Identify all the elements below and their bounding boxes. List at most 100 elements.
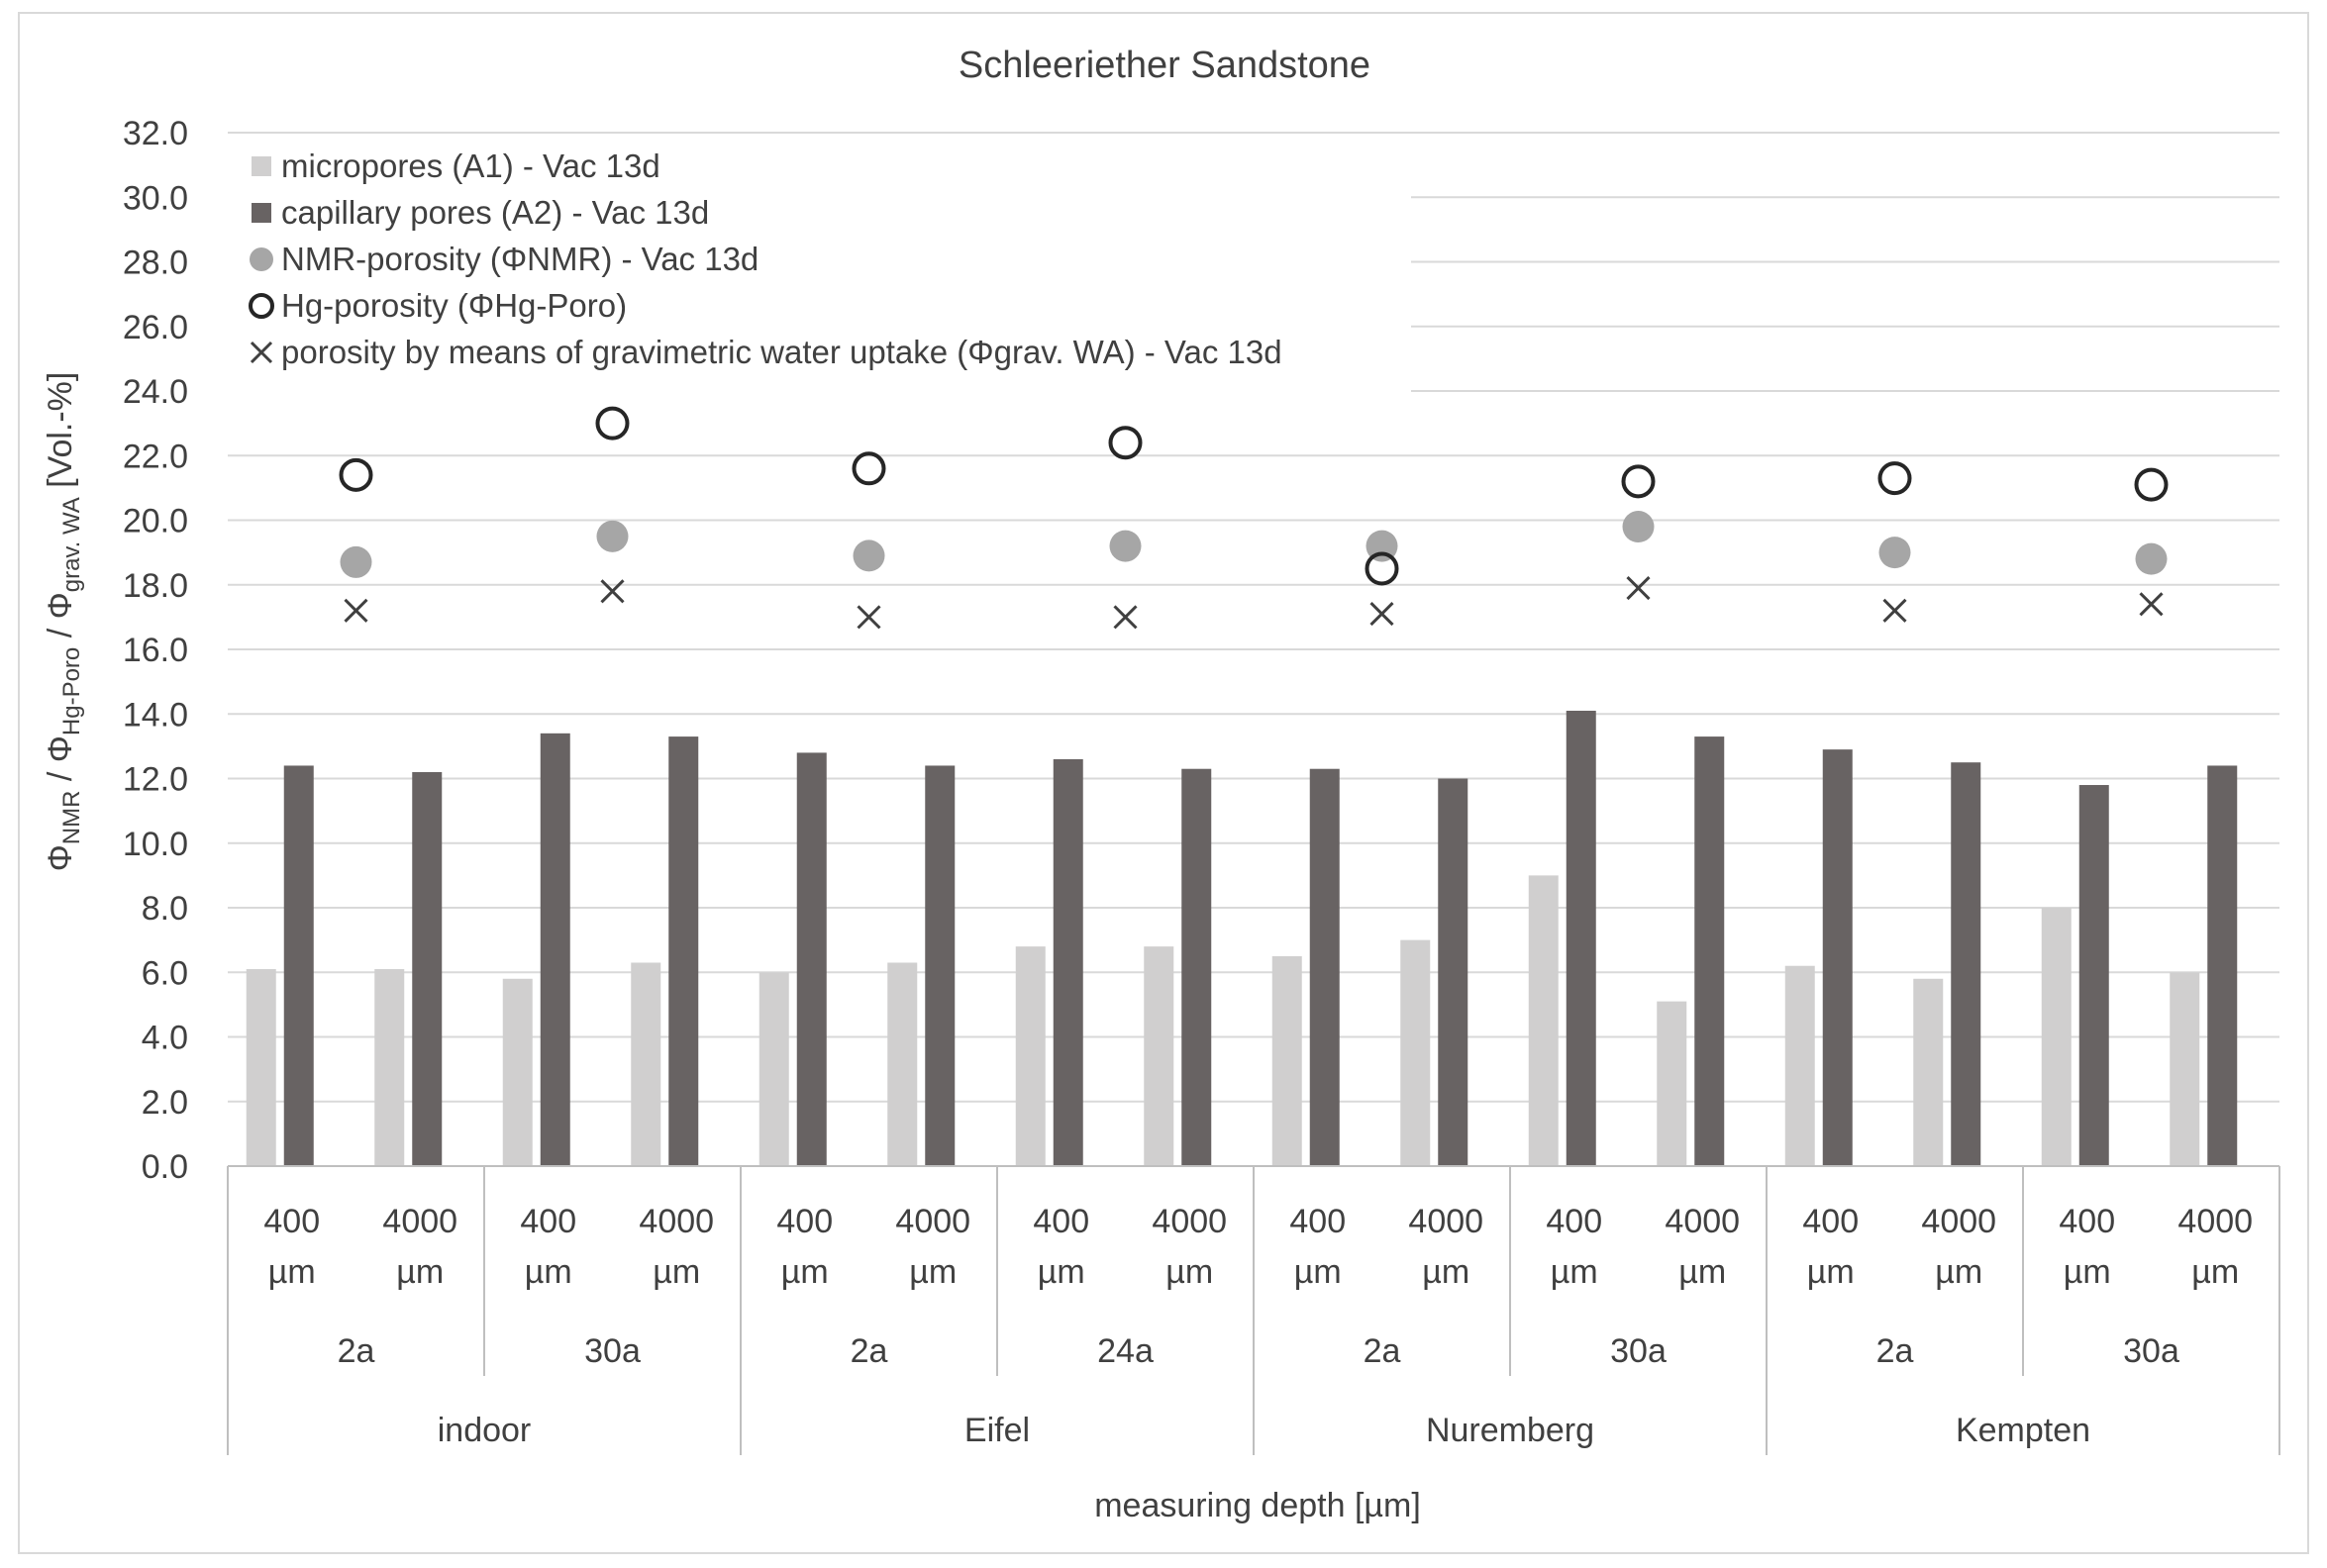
capillary-pores-bar: [1694, 736, 1725, 1166]
age-group-label: 30a: [1610, 1332, 1667, 1370]
category-unit-label: µm: [268, 1253, 316, 1291]
y-axis-title-phi: Φ: [42, 844, 79, 871]
age-group-label: 24a: [1097, 1332, 1154, 1370]
gravimetric-porosity-point: [1369, 602, 1394, 627]
capillary-pores-bar: [283, 765, 314, 1166]
category-depth-label: 4000: [1665, 1203, 1740, 1240]
category-unit-label: µm: [1294, 1253, 1342, 1291]
y-tick-label: 2.0: [142, 1084, 188, 1122]
micropores-bar: [1400, 939, 1431, 1166]
micropores-bar: [2041, 908, 2072, 1166]
age-group-label: 2a: [851, 1332, 888, 1370]
legend-hg-marker: [249, 293, 274, 319]
y-axis-title-separator-1: / Φ: [42, 735, 79, 790]
category-unit-label: µm: [653, 1253, 700, 1291]
legend-nmr-marker: [250, 247, 273, 271]
capillary-pores-bar: [1951, 762, 1981, 1166]
micropores-bar: [887, 962, 918, 1166]
hg-porosity-point: [2134, 467, 2169, 502]
micropores-bar: [631, 962, 661, 1166]
gravimetric-porosity-point: [600, 579, 625, 604]
micropores-bar: [2170, 972, 2200, 1166]
micropores-bar: [246, 968, 276, 1166]
category-depth-label: 4000: [1921, 1203, 1996, 1240]
y-tick-label: 0.0: [142, 1148, 188, 1186]
category-unit-label: µm: [909, 1253, 957, 1291]
point-series: [339, 406, 2169, 630]
nmr-porosity-point: [853, 539, 885, 572]
hg-porosity-point: [595, 406, 630, 441]
gravimetric-porosity-point: [1113, 605, 1138, 630]
category-unit-label: µm: [525, 1253, 572, 1291]
micropores-bar: [1271, 955, 1302, 1166]
capillary-pores-bar: [1309, 768, 1340, 1166]
micropores-bar: [374, 968, 405, 1166]
y-tick-label: 26.0: [123, 309, 188, 346]
hg-porosity-point: [339, 457, 373, 492]
category-depth-label: 400: [263, 1203, 320, 1240]
y-axis-ticks: 0.0 2.0 4.0 6.0 8.0 10.0 12.0 14.0 16.0 18.0 20.0 2…: [123, 115, 188, 1186]
nmr-porosity-point: [340, 545, 372, 578]
hg-porosity-point: [852, 451, 886, 486]
capillary-pores-bar: [925, 765, 956, 1166]
category-unit-label: µm: [781, 1253, 829, 1291]
capillary-pores-bar: [2078, 785, 2109, 1166]
category-depth-label: 400: [2059, 1203, 2115, 1240]
category-unit-label: µm: [1165, 1253, 1213, 1291]
x-axis-title: measuring depth [µm]: [1094, 1487, 1421, 1524]
age-group-label: 2a: [338, 1332, 375, 1370]
category-depth-label: 4000: [382, 1203, 457, 1240]
y-axis-title-grav-subscript: grav. WA: [58, 497, 85, 592]
category-depth-label: 4000: [895, 1203, 970, 1240]
category-unit-label: µm: [2191, 1253, 2239, 1291]
category-unit-label: µm: [1038, 1253, 1085, 1291]
category-depth-label: 4000: [2177, 1203, 2253, 1240]
category-depth-label: 400: [520, 1203, 576, 1240]
micropores-bar: [1657, 1001, 1687, 1166]
site-group-label: Nuremberg: [1426, 1412, 1594, 1449]
y-tick-label: 12.0: [123, 761, 188, 799]
y-tick-label: 16.0: [123, 632, 188, 669]
legend-background: [250, 145, 1408, 390]
hg-porosity-point: [1365, 551, 1399, 586]
legend-label: capillary pores (A2) - Vac 13d: [281, 194, 709, 231]
y-axis-title-unit: [Vol.-%]: [42, 372, 79, 498]
hg-porosity-point: [1877, 461, 1912, 496]
gravimetric-porosity-point: [857, 605, 881, 630]
nmr-porosity-point: [1878, 537, 1911, 569]
capillary-pores-bar: [540, 733, 570, 1166]
category-unit-label: µm: [1678, 1253, 1726, 1291]
micropores-bar: [1784, 965, 1815, 1166]
capillary-pores-bar: [1053, 758, 1083, 1166]
age-group-label: 30a: [2123, 1332, 2179, 1370]
nmr-porosity-point: [2135, 542, 2168, 575]
age-group-label: 2a: [1364, 1332, 1401, 1370]
y-tick-label: 8.0: [142, 890, 188, 928]
gravimetric-porosity-point: [1626, 575, 1651, 601]
category-unit-label: µm: [1551, 1253, 1598, 1291]
chart-title: Schleeriether Sandstone: [959, 45, 1370, 86]
y-axis-title: ΦNMR / ΦHg-Poro / Φgrav. WA [Vol.-%]: [42, 372, 85, 872]
category-depth-label: 400: [776, 1203, 833, 1240]
category-unit-label: µm: [1935, 1253, 1982, 1291]
nmr-porosity-point: [1622, 511, 1655, 543]
legend-label: Hg-porosity (ΦHg-Poro): [281, 287, 627, 324]
nmr-porosity-point: [596, 520, 629, 552]
legend-micropores-swatch: [252, 156, 271, 176]
category-depth-label: 400: [1033, 1203, 1089, 1240]
legend-label: NMR-porosity (ΦNMR) - Vac 13d: [281, 241, 759, 277]
micropores-bar: [502, 978, 533, 1166]
capillary-pores-bar: [1181, 768, 1212, 1166]
legend-grav-marker: [250, 341, 273, 364]
category-depth-label: 400: [1289, 1203, 1346, 1240]
age-group-label: 2a: [1876, 1332, 1914, 1370]
hg-porosity-point: [1108, 426, 1143, 460]
capillary-pores-bar: [796, 752, 827, 1166]
site-group-label: Eifel: [964, 1412, 1030, 1449]
gravimetric-porosity-point: [344, 598, 368, 623]
site-group-label: indoor: [438, 1412, 532, 1449]
category-unit-label: µm: [1807, 1253, 1855, 1291]
category-depth-label: 4000: [639, 1203, 714, 1240]
x-axis-categories: 400 µm 4000 µm 400 µm 4000 µm 400 µm 4000 µm 400 µm 40…: [227, 1165, 2280, 1455]
y-tick-label: 14.0: [123, 696, 188, 734]
